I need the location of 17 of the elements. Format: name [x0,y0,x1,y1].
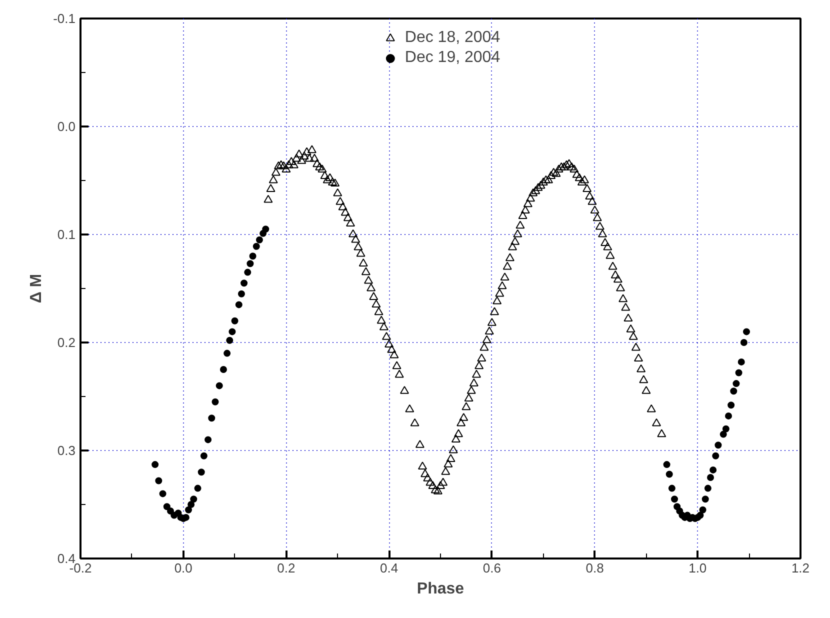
x-tick-label: 1.2 [791,560,810,576]
x-tick-label: 0.2 [277,560,296,576]
y-tick-label: 0.3 [57,443,76,458]
y-tick-label: -0.1 [53,11,76,26]
legend-label: Dec 18, 2004 [404,29,500,47]
legend-label: Dec 19, 2004 [404,49,500,67]
x-tick-label: 1.0 [688,560,707,576]
x-tick-label: 0.8 [586,560,604,576]
y-tick-label: 0.1 [57,227,76,242]
x-tick-label: 0.4 [380,560,398,576]
x-axis-title: Phase [416,580,464,598]
y-tick-label: 0.0 [57,119,76,134]
x-tick-label: 0.0 [174,560,192,576]
y-axis-title: Δ M [28,274,46,304]
x-tick-label: 0.6 [482,560,501,576]
y-tick-label: 0.2 [57,335,76,350]
y-tick-label: 0.4 [57,551,76,566]
